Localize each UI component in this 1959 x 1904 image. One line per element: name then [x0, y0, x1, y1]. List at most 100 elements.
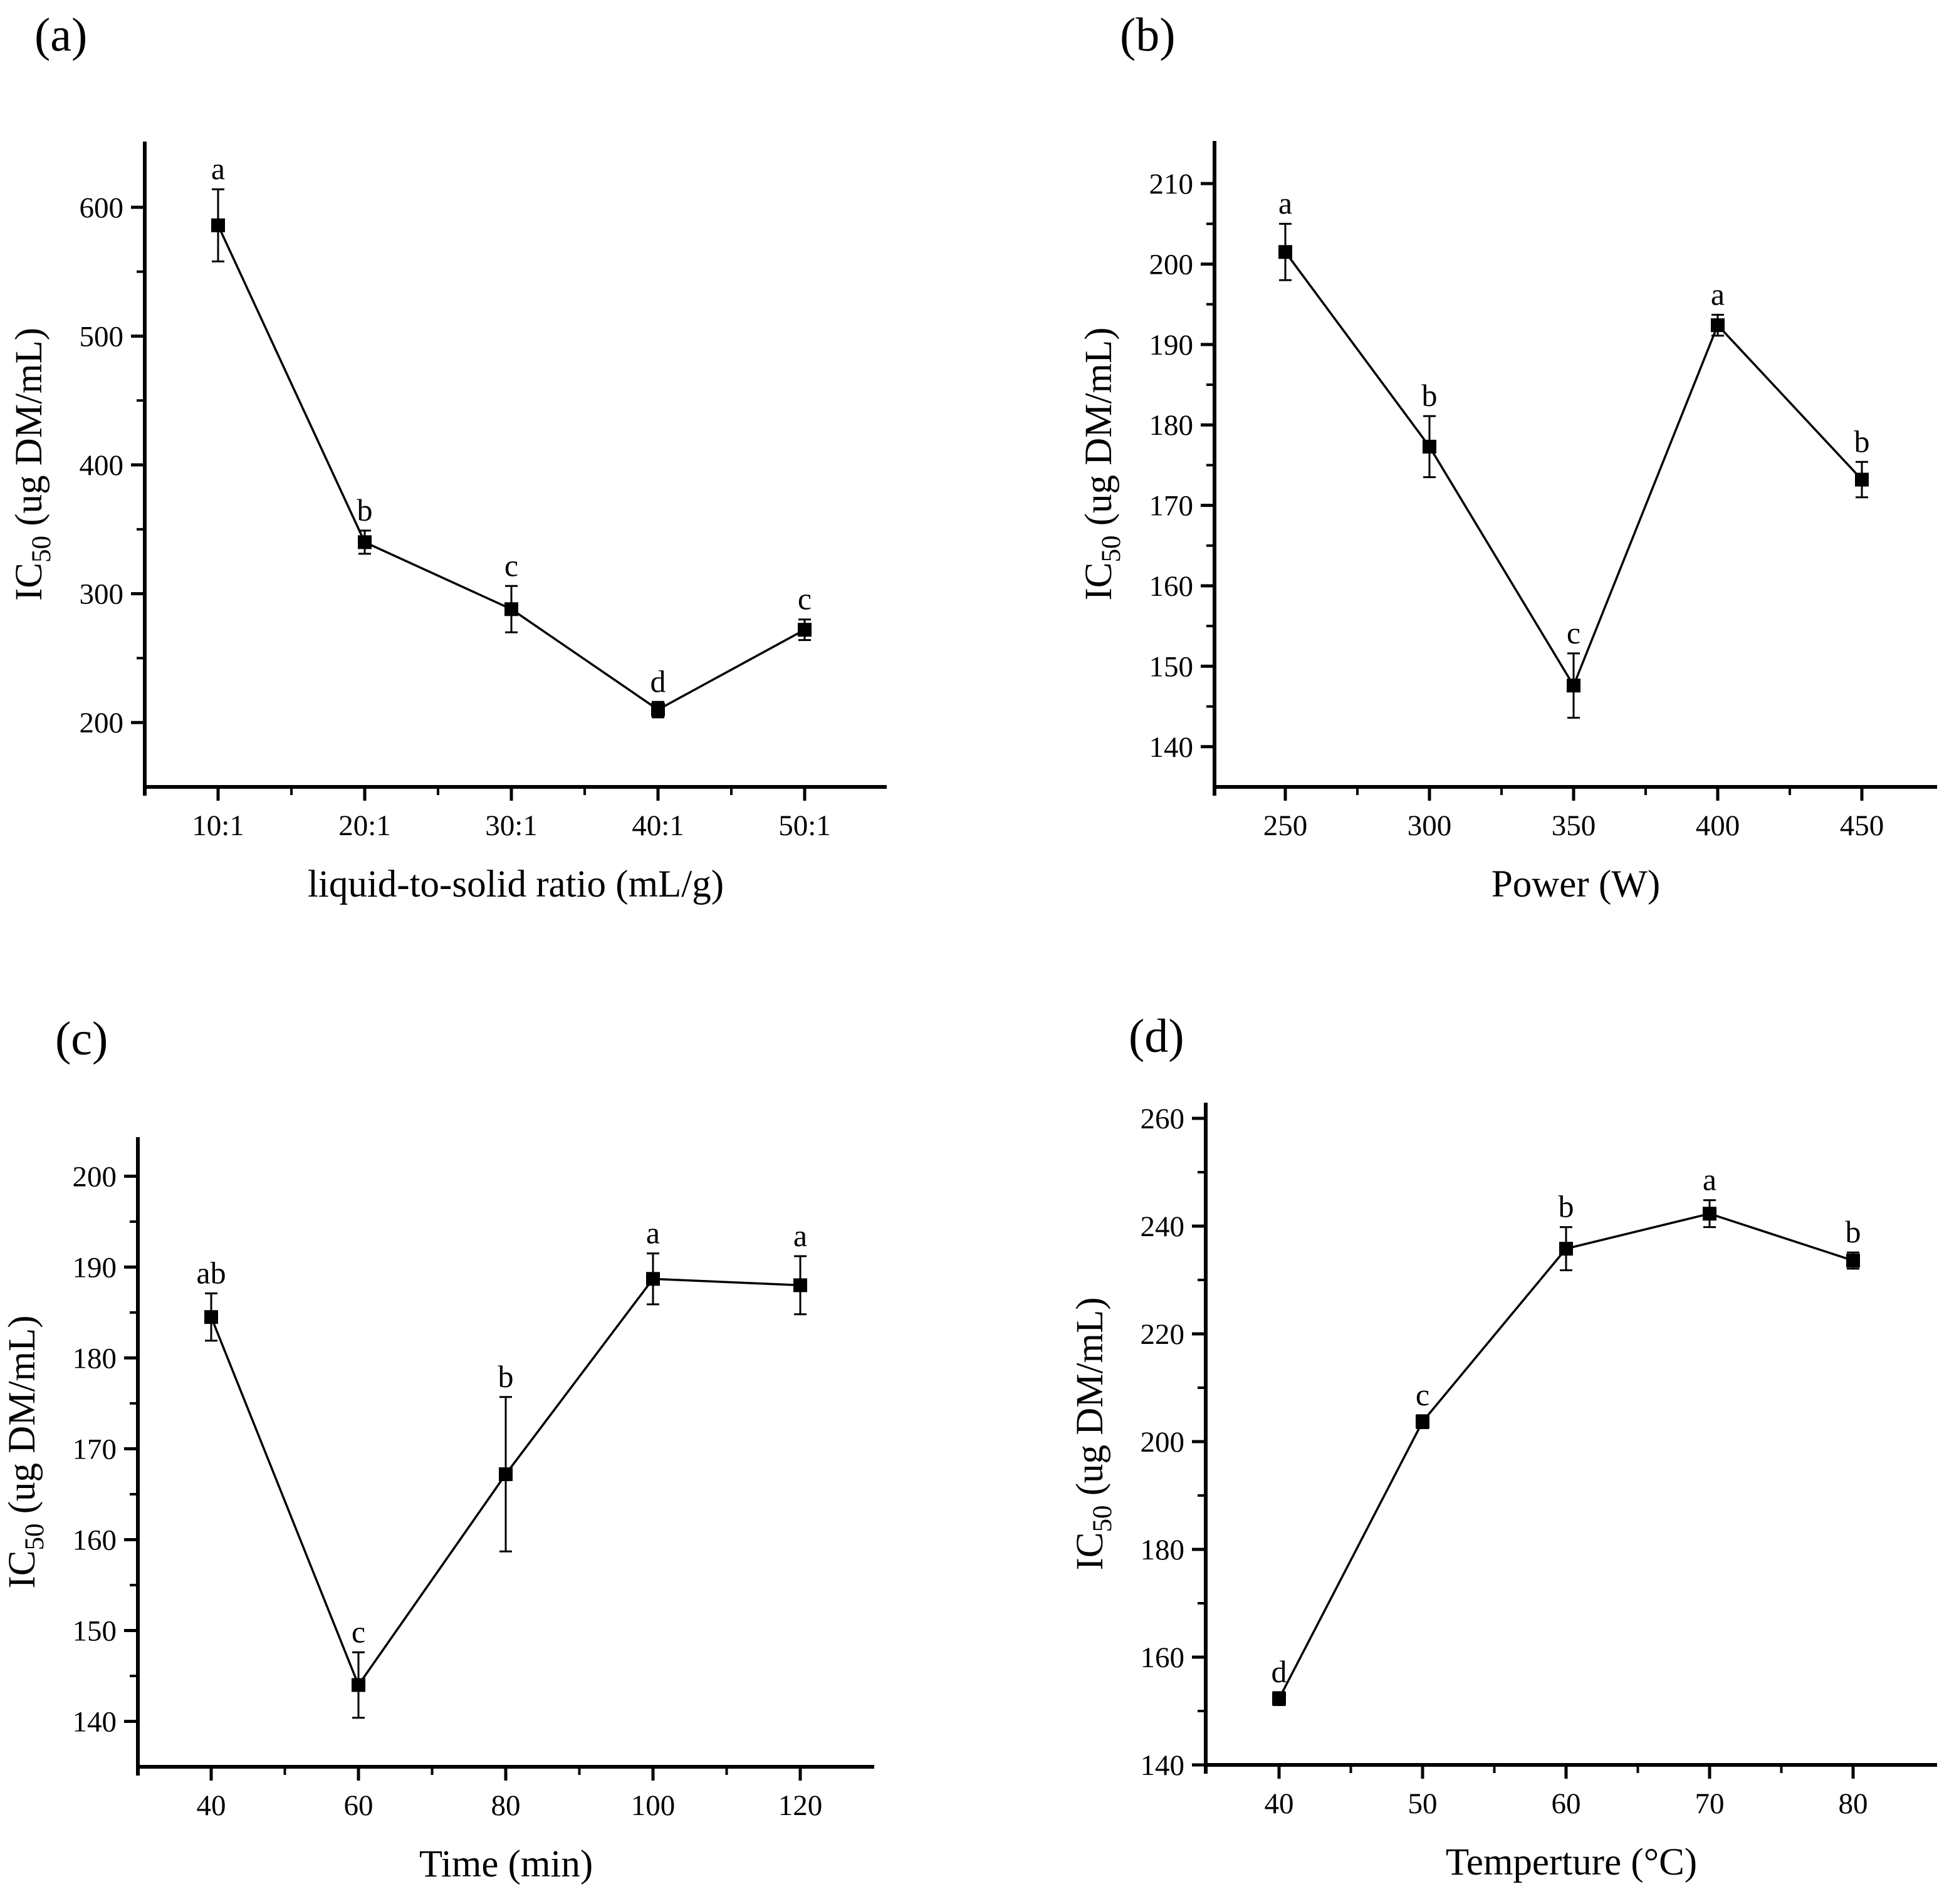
- y-tick-label: 190: [73, 1251, 117, 1284]
- series-line: [1278, 1212, 1854, 1700]
- chart-liquid-to-solid-ratio: 200 300 400 500 600 10:1 20:1 30:1 40:1 50:1 a b c d c…: [8, 142, 887, 905]
- x-tick-label: 60: [1552, 1787, 1581, 1820]
- x-tick-label: 10:1: [192, 809, 244, 842]
- x-tick-label: 50: [1408, 1787, 1438, 1820]
- x-tick-label: 40: [1265, 1787, 1294, 1820]
- y-tick-label: 190: [1149, 329, 1194, 362]
- data-point-marker: [651, 702, 665, 717]
- data-point-marker: [211, 218, 225, 232]
- y-tick-label: 200: [1149, 248, 1194, 281]
- x-tick-label: 250: [1263, 809, 1308, 842]
- x-tick-label: 40: [197, 1789, 226, 1822]
- x-tick-label: 100: [631, 1789, 676, 1822]
- y-tick-label: 600: [80, 192, 124, 224]
- x-tick-label: 70: [1695, 1787, 1725, 1820]
- y-tick-label: 500: [80, 320, 124, 353]
- significance-letter: a: [211, 151, 225, 186]
- x-tick-label: 80: [491, 1789, 521, 1822]
- x-tick-label: 20:1: [338, 809, 391, 842]
- significance-letter: c: [352, 1614, 365, 1649]
- significance-letter: c: [504, 548, 518, 583]
- significance-letter: d: [1272, 1654, 1287, 1689]
- y-axis-title: IC50 (ug DM/mL): [1069, 1297, 1117, 1570]
- significance-letter: a: [1278, 185, 1292, 221]
- data-point-marker: [1559, 1242, 1573, 1256]
- y-tick-label: 160: [73, 1524, 117, 1556]
- y-tick-label: 180: [1149, 409, 1194, 442]
- chart-power: 140 150 160 170 180 190 200 210 250 300 350 400 450 a…: [1078, 141, 1937, 905]
- y-axis-title: IC50 (ug DM/mL): [8, 328, 56, 601]
- y-tick-label: 140: [1149, 731, 1194, 764]
- x-tick-label: 80: [1839, 1787, 1868, 1820]
- series-line: [217, 224, 805, 711]
- x-axis-title: Temperture (°C): [1446, 1841, 1697, 1883]
- y-tick-label: 200: [1141, 1426, 1185, 1459]
- y-tick-label: 210: [1149, 168, 1194, 200]
- data-point-marker: [646, 1272, 660, 1286]
- y-tick-label: 180: [73, 1342, 117, 1375]
- x-tick-label: 120: [778, 1789, 823, 1822]
- x-tick-label: 40:1: [632, 809, 684, 842]
- data-point-marker: [1703, 1207, 1716, 1221]
- y-tick-label: 220: [1141, 1318, 1185, 1351]
- y-tick-label: 140: [73, 1705, 117, 1738]
- significance-letter: b: [1559, 1189, 1574, 1224]
- y-tick-label: 160: [1149, 570, 1194, 603]
- y-tick-label: 200: [80, 707, 124, 739]
- data-point-marker: [1567, 679, 1580, 693]
- data-point-marker: [793, 1278, 807, 1293]
- x-axis-title: Power (W): [1491, 863, 1660, 905]
- panel-c: (c) 140 150 160 170 180 190 200 40 60 80 100 120 ab c…: [0, 952, 979, 1904]
- panel-c-label: (c): [55, 1012, 108, 1065]
- data-point-marker: [1846, 1253, 1860, 1267]
- data-point-marker: [499, 1467, 513, 1482]
- panel-a: (a) 200 300 400 500 600 10:1 20:1 30:1 40:1 50:1 a…: [0, 0, 979, 952]
- significance-letter: a: [1711, 276, 1725, 311]
- y-axis-title: IC50 (ug DM/mL): [1, 1315, 50, 1588]
- y-tick-label: 180: [1141, 1534, 1185, 1566]
- x-tick-label: 300: [1408, 809, 1452, 842]
- y-tick-label: 150: [73, 1615, 117, 1647]
- panel-a-label: (a): [34, 9, 88, 61]
- y-tick-label: 170: [1149, 490, 1194, 523]
- data-point-marker: [504, 602, 518, 616]
- data-point-marker: [204, 1310, 218, 1324]
- significance-letter: c: [1416, 1377, 1429, 1412]
- x-tick-label: 350: [1552, 809, 1596, 842]
- significance-letter: b: [498, 1359, 514, 1394]
- x-axis-title: Time (min): [419, 1843, 593, 1885]
- data-point-marker: [798, 623, 812, 637]
- significance-letter: c: [798, 581, 812, 616]
- significance-letter: b: [1854, 424, 1870, 459]
- significance-letter: b: [357, 492, 373, 528]
- chart-temperature: 140 160 180 200 220 240 260 40 50 60 70 80 d c b a b Temp…: [1069, 1103, 1937, 1883]
- x-tick-label: 50:1: [778, 809, 831, 842]
- panel-b-label: (b): [1120, 9, 1176, 61]
- y-tick-label: 170: [73, 1433, 117, 1465]
- y-tick-label: 260: [1141, 1103, 1185, 1135]
- significance-letter: c: [1567, 615, 1580, 650]
- y-tick-label: 160: [1141, 1641, 1185, 1674]
- y-tick-label: 140: [1141, 1749, 1185, 1782]
- significance-letter: a: [646, 1215, 660, 1251]
- data-point-marker: [1272, 1692, 1286, 1706]
- significance-letter: a: [1703, 1162, 1716, 1197]
- y-axis-title: IC50 (ug DM/mL): [1078, 327, 1126, 600]
- data-point-marker: [1711, 318, 1725, 333]
- data-point-marker: [358, 535, 372, 549]
- y-tick-label: 300: [80, 578, 124, 611]
- chart-time: 140 150 160 170 180 190 200 40 60 80 100 120 ab c b a a T…: [1, 1137, 874, 1885]
- x-axis-title: liquid-to-solid ratio (mL/g): [308, 863, 724, 905]
- data-point-marker: [1423, 439, 1436, 454]
- significance-letter: a: [793, 1218, 807, 1253]
- data-point-marker: [1416, 1415, 1429, 1429]
- y-tick-label: 200: [73, 1160, 117, 1193]
- panel-b: (b) 140 150 160 170 180 190 200 210 250 300 350 400…: [979, 0, 1959, 952]
- panel-d: (d) 140 160 180 200 220 240 260 40 50 60 70 80 d c b a b…: [979, 952, 1959, 1904]
- data-point-marker: [1278, 245, 1292, 259]
- data-point-marker: [352, 1678, 365, 1692]
- data-point-marker: [1855, 472, 1869, 487]
- y-tick-label: 240: [1141, 1210, 1185, 1243]
- y-tick-label: 150: [1149, 650, 1194, 683]
